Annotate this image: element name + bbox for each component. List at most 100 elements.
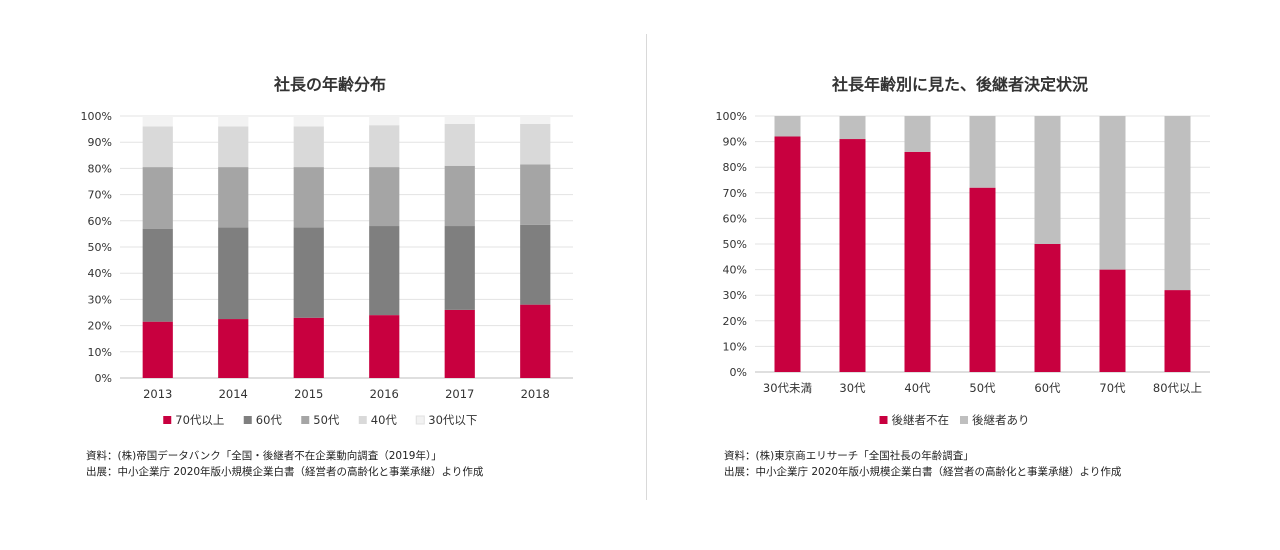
legend-label: 60代 xyxy=(256,413,283,427)
legend-swatch xyxy=(163,416,172,424)
legend-label: 後継者あり xyxy=(972,413,1030,427)
y-tick-label: 10% xyxy=(88,346,112,359)
x-tick-label: 50代 xyxy=(969,381,996,395)
x-tick-label: 40代 xyxy=(904,381,931,395)
bar-segment xyxy=(142,116,173,127)
bar-segment xyxy=(218,167,249,228)
y-tick-label: 70% xyxy=(723,187,747,200)
legend-swatch xyxy=(243,416,252,424)
x-tick-label: 30代 xyxy=(839,381,866,395)
y-tick-label: 80% xyxy=(88,162,112,175)
left-source-line2: 出展：中小企業庁 2020年版小規模企業白書（経営者の高齢化と事業承継）より作成 xyxy=(86,466,484,478)
legend-swatch xyxy=(960,416,968,424)
x-tick-label: 2017 xyxy=(445,387,474,401)
left-source-line1: 資料：(株)帝国データバンク「全国・後継者不在企業動向調査（2019年）」 xyxy=(86,450,442,462)
chart-title: 社長年齢別に見た、後継者決定状況 xyxy=(831,75,1088,94)
right-source-note: 資料：(株)東京商エリサーチ「全国社長の年齢調査」 出展：中小企業庁 2020年… xyxy=(724,448,1121,480)
bar-segment xyxy=(142,126,173,168)
y-tick-label: 40% xyxy=(723,264,747,277)
y-tick-label: 70% xyxy=(88,189,112,202)
bar-segment xyxy=(293,167,324,228)
legend-swatch xyxy=(415,415,425,425)
bar-segment xyxy=(774,116,801,137)
y-tick-label: 40% xyxy=(88,267,112,280)
bar-segment xyxy=(904,151,931,372)
legend-label: 50代 xyxy=(313,413,340,427)
right-chart: 社長年齢別に見た、後継者決定状況 0% 10% 20% 30% 40% 50% 60% 70% 8… xyxy=(648,0,1280,500)
bar-segment xyxy=(1099,116,1126,270)
divider xyxy=(646,34,647,500)
x-tick-label: 2016 xyxy=(370,387,399,401)
bar-segment xyxy=(218,126,249,168)
bar-segment xyxy=(293,227,324,318)
bar-segment xyxy=(904,116,931,152)
x-tick-label: 2018 xyxy=(521,387,550,401)
bar-segment xyxy=(444,226,475,310)
bar-segment xyxy=(369,125,400,168)
bar-segment xyxy=(1164,290,1191,372)
y-tick-label: 30% xyxy=(723,289,747,302)
y-tick-label: 50% xyxy=(723,238,747,251)
y-tick-label: 100% xyxy=(716,110,747,123)
right-source-line2: 出展：中小企業庁 2020年版小規模企業白書（経営者の高齢化と事業承継）より作成 xyxy=(724,466,1122,478)
x-tick-label: 80代以上 xyxy=(1153,381,1202,395)
left-source-note: 資料：(株)帝国データバンク「全国・後継者不在企業動向調査（2019年）」 出展… xyxy=(86,448,483,480)
bar-segment xyxy=(369,226,400,316)
y-tick-label: 50% xyxy=(88,241,112,254)
y-tick-label: 20% xyxy=(88,320,112,333)
left-chart: 社長の年齢分布 0% 10% 20% 30% 40% 50% 60% 70% 80% 90% 100%… xyxy=(0,0,640,500)
bar-segment xyxy=(369,167,400,227)
y-tick-label: 0% xyxy=(95,372,112,385)
bar-segment xyxy=(444,309,475,378)
bar-segment xyxy=(218,227,249,320)
y-tick-label: 80% xyxy=(723,161,747,174)
bar-segment xyxy=(444,116,475,124)
bar-segment xyxy=(520,304,551,378)
bar-segment xyxy=(839,139,866,372)
x-tick-label: 2015 xyxy=(294,387,323,401)
legend-label: 40代 xyxy=(371,413,398,427)
bar-segment xyxy=(444,123,475,166)
bar-segment xyxy=(142,228,173,322)
bar-segment xyxy=(444,165,475,227)
bar-segment xyxy=(839,116,866,140)
x-tick-label: 70代 xyxy=(1099,381,1126,395)
legend-label: 70代以上 xyxy=(175,413,224,427)
bar-segment xyxy=(369,116,400,126)
bar-segment xyxy=(969,116,996,188)
y-tick-label: 60% xyxy=(723,212,747,225)
legend-swatch xyxy=(358,416,367,424)
bar-segment xyxy=(969,187,996,372)
bar-segment xyxy=(142,321,173,378)
y-tick-label: 0% xyxy=(730,366,747,379)
bar-segment xyxy=(520,224,551,305)
y-tick-label: 90% xyxy=(88,136,112,149)
bar-segment xyxy=(1164,116,1191,291)
legend-swatch xyxy=(301,416,310,424)
y-tick-label: 60% xyxy=(88,215,112,228)
y-tick-label: 10% xyxy=(723,340,747,353)
chart-title: 社長の年齢分布 xyxy=(273,75,386,94)
right-source-line1: 資料：(株)東京商エリサーチ「全国社長の年齢調査」 xyxy=(724,450,974,462)
bar-segment xyxy=(520,164,551,225)
bar-segment xyxy=(293,317,324,378)
legend-label: 後継者不在 xyxy=(892,413,950,427)
successor-status-chart: 社長年齢別に見た、後継者決定状況 0% 10% 20% 30% 40% 50% 60% 70% 8… xyxy=(716,75,1210,427)
bar-segment xyxy=(293,116,324,127)
age-distribution-chart: 社長の年齢分布 0% 10% 20% 30% 40% 50% 60% 70% 80% 90% 100%… xyxy=(81,75,573,427)
bar-segment xyxy=(1034,116,1061,244)
y-tick-label: 30% xyxy=(88,293,112,306)
x-tick-label: 30代未満 xyxy=(763,381,812,395)
x-tick-label: 60代 xyxy=(1034,381,1061,395)
x-tick-label: 2014 xyxy=(219,387,248,401)
bar-segment xyxy=(142,167,173,229)
bar-segment xyxy=(774,136,801,372)
bar-segment xyxy=(218,319,249,378)
y-tick-label: 90% xyxy=(723,136,747,149)
bar-segment xyxy=(1034,244,1061,372)
x-tick-label: 2013 xyxy=(143,387,172,401)
y-tick-label: 100% xyxy=(81,110,112,123)
bar-segment xyxy=(520,116,551,124)
legend-swatch xyxy=(879,416,888,424)
bar-segment xyxy=(1099,269,1126,372)
